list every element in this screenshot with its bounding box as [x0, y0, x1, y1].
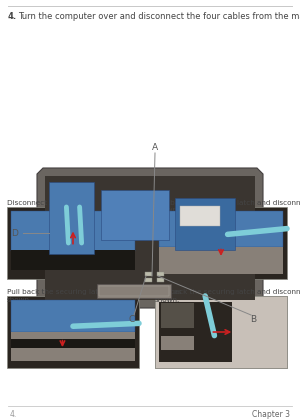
Text: A: A: [152, 144, 158, 152]
Bar: [11, 300, 135, 332]
Bar: [175, 198, 235, 250]
Text: C: C: [129, 315, 135, 325]
Bar: [157, 278, 164, 282]
Bar: [45, 176, 255, 300]
Bar: [99, 286, 169, 296]
Text: 4.: 4.: [8, 12, 17, 21]
Bar: [180, 206, 220, 226]
Polygon shape: [37, 168, 263, 308]
Bar: [155, 296, 287, 368]
Bar: [11, 332, 135, 361]
Bar: [7, 207, 139, 279]
Bar: [11, 211, 135, 251]
Bar: [161, 303, 194, 328]
Bar: [49, 182, 94, 254]
Text: Disconnect A as shown.: Disconnect A as shown.: [7, 200, 92, 206]
Text: Turn the computer over and disconnect the four cables from the mainboard as show: Turn the computer over and disconnect th…: [18, 12, 300, 21]
Bar: [101, 190, 169, 240]
Bar: [159, 247, 283, 274]
Text: Chapter 3: Chapter 3: [252, 410, 290, 419]
Bar: [97, 284, 171, 298]
Bar: [145, 272, 152, 276]
Text: D: D: [12, 228, 18, 237]
Bar: [159, 211, 283, 247]
Text: Pull back the securing latch and disconnect B as
shown.: Pull back the securing latch and disconn…: [155, 200, 300, 213]
Text: 4.: 4.: [10, 410, 17, 419]
Bar: [161, 336, 194, 350]
Bar: [159, 302, 232, 362]
Bar: [11, 250, 135, 270]
Bar: [11, 339, 135, 348]
Bar: [7, 296, 139, 368]
Bar: [157, 272, 164, 276]
Text: Pull back the securing latch and disconnect C as
shown.: Pull back the securing latch and disconn…: [7, 289, 182, 302]
Text: B: B: [250, 315, 256, 325]
Text: Pull back the securing latch and disconnect D as
shown.: Pull back the securing latch and disconn…: [155, 289, 300, 302]
Bar: [155, 207, 287, 279]
Bar: [155, 296, 287, 368]
Bar: [145, 278, 152, 282]
